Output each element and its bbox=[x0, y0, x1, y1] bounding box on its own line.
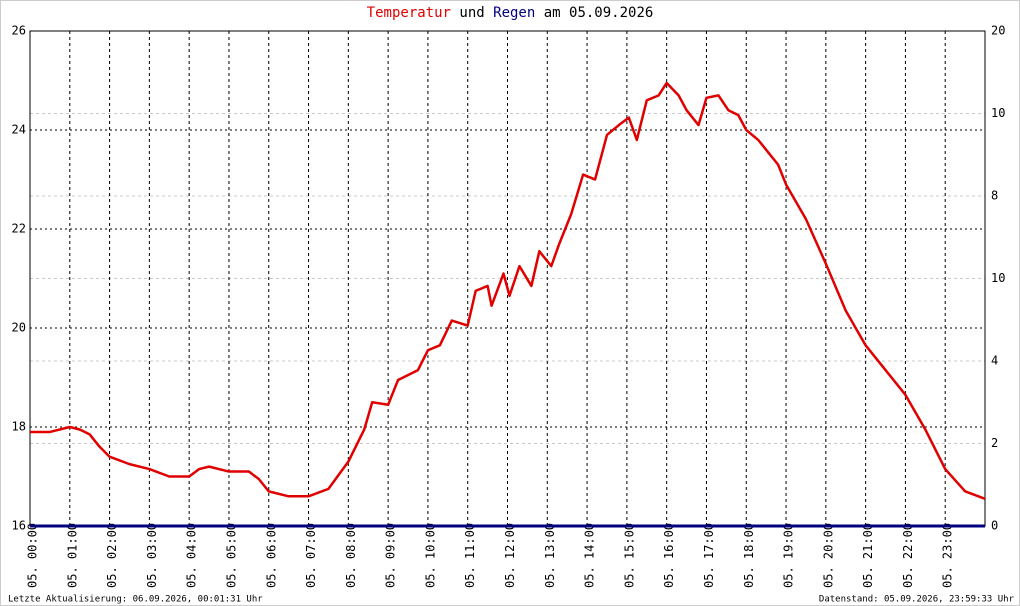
y-tick-label: 18 bbox=[12, 420, 26, 434]
x-tick-label: 05. 06:00 bbox=[264, 523, 278, 588]
x-tick-label: 05. 16:00 bbox=[662, 523, 676, 588]
y2-tick-label: 10 bbox=[991, 106, 1005, 120]
y-tick-label: 16 bbox=[12, 519, 26, 533]
x-tick-label: 05. 05:00 bbox=[224, 523, 238, 588]
y2-tick-label: 8 bbox=[991, 189, 998, 203]
x-tick-label: 05. 21:00 bbox=[861, 523, 875, 588]
x-tick-label: 05. 02:00 bbox=[105, 523, 119, 588]
footer-right: Datenstand: 05.09.2026, 23:59:33 Uhr bbox=[819, 595, 1015, 605]
y-tick-label: 22 bbox=[12, 222, 26, 236]
y-tick-label: 20 bbox=[12, 321, 26, 335]
x-tick-label: 05. 08:00 bbox=[344, 523, 358, 588]
y2-tick-label: 2 bbox=[991, 436, 998, 450]
x-tick-label: 05. 20:00 bbox=[821, 523, 835, 588]
title-suffix: am 05.09.2026 bbox=[544, 5, 654, 21]
y2-tick-label: 0 bbox=[991, 519, 998, 533]
x-tick-label: 05. 13:00 bbox=[543, 523, 557, 588]
title-connector: und bbox=[459, 5, 484, 21]
title-temperature: Temperatur bbox=[367, 5, 451, 21]
x-tick-label: 05. 23:00 bbox=[941, 523, 955, 588]
x-tick-label: 05. 04:00 bbox=[185, 523, 199, 588]
y2-tick-label: 4 bbox=[991, 354, 998, 368]
x-tick-label: 05. 14:00 bbox=[583, 523, 597, 588]
x-tick-label: 05. 01:00 bbox=[65, 523, 79, 588]
x-tick-label: 05. 07:00 bbox=[304, 523, 318, 588]
x-tick-label: 05. 17:00 bbox=[702, 523, 716, 588]
y2-tick-label: 20 bbox=[991, 24, 1005, 38]
chart-title: Temperatur und Regen am 05.09.2026 bbox=[367, 5, 654, 21]
x-tick-label: 05. 19:00 bbox=[782, 523, 796, 588]
footer-left: Letzte Aktualisierung: 06.09.2026, 00:01… bbox=[8, 595, 263, 605]
x-tick-label: 05. 18:00 bbox=[742, 523, 756, 588]
x-tick-label: 05. 15:00 bbox=[622, 523, 636, 588]
x-tick-label: 05. 10:00 bbox=[423, 523, 437, 588]
x-tick-label: 05. 09:00 bbox=[384, 523, 398, 588]
x-tick-label: 05. 11:00 bbox=[463, 523, 477, 588]
y-tick-label: 24 bbox=[12, 123, 26, 137]
y-tick-label: 26 bbox=[12, 24, 26, 38]
x-tick-label: 05. 12:00 bbox=[503, 523, 517, 588]
y2-tick-label: 10 bbox=[991, 271, 1005, 285]
series-line bbox=[30, 81, 986, 500]
x-tick-label: 05. 22:00 bbox=[901, 523, 915, 588]
title-rain: Regen bbox=[493, 5, 535, 21]
x-tick-label: 05. 00:00 bbox=[26, 523, 40, 588]
x-tick-label: 05. 03:00 bbox=[145, 523, 159, 588]
